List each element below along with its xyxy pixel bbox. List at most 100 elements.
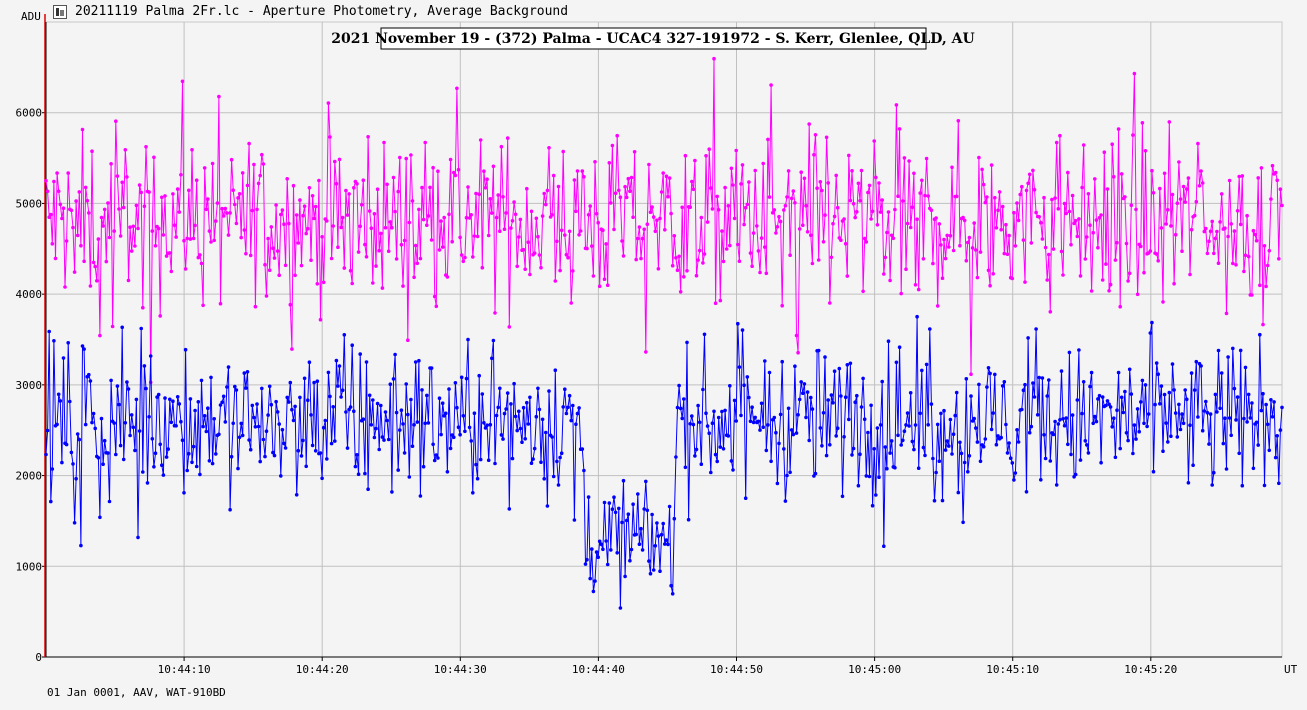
data-point	[962, 460, 967, 465]
data-point	[1216, 348, 1221, 353]
data-point	[628, 558, 632, 563]
data-point	[623, 184, 627, 189]
data-point	[1267, 248, 1272, 253]
data-point	[1080, 411, 1084, 416]
data-point	[1000, 384, 1005, 388]
data-point	[1259, 166, 1264, 170]
data-point	[777, 214, 781, 219]
data-point	[813, 471, 818, 476]
data-point	[866, 430, 870, 435]
data-point	[1181, 421, 1186, 426]
data-point	[377, 447, 382, 452]
data-point	[558, 268, 562, 273]
data-point	[932, 498, 937, 503]
y-tick-label: 3000	[16, 379, 43, 392]
data-point	[859, 168, 864, 173]
data-point	[531, 457, 535, 461]
data-point	[513, 212, 518, 217]
data-point	[1127, 271, 1132, 276]
data-point	[180, 79, 185, 84]
data-point	[355, 453, 359, 457]
data-point	[1088, 384, 1092, 389]
data-point	[697, 420, 702, 425]
data-point	[388, 220, 393, 224]
data-point	[72, 270, 77, 274]
data-point	[490, 211, 494, 215]
data-point	[507, 325, 512, 329]
data-point	[780, 359, 784, 364]
data-point	[1070, 413, 1075, 417]
data-point	[117, 207, 121, 211]
data-point	[1102, 150, 1107, 154]
data-point	[412, 423, 416, 427]
data-point	[1089, 370, 1094, 375]
data-point	[288, 380, 293, 385]
data-point	[618, 606, 623, 610]
data-point	[93, 264, 97, 269]
data-point	[1020, 407, 1024, 412]
chart-title-box: 2021 November 19 - (372) Palma - UCAC4 3…	[331, 27, 975, 50]
data-point	[939, 411, 943, 416]
data-point	[783, 203, 788, 208]
data-point	[372, 212, 377, 216]
data-point	[629, 175, 634, 180]
data-point	[302, 376, 307, 381]
data-point	[594, 550, 599, 554]
data-point	[412, 275, 416, 280]
data-point	[1146, 412, 1151, 416]
data-point	[1192, 388, 1197, 392]
data-point	[366, 487, 370, 492]
data-point	[169, 269, 174, 274]
data-point	[1170, 362, 1175, 366]
data-point	[737, 365, 742, 369]
data-point	[1169, 434, 1173, 439]
data-point	[924, 362, 929, 367]
data-point	[486, 458, 491, 463]
data-point	[1032, 187, 1037, 192]
data-point	[1166, 440, 1170, 444]
data-point	[1094, 218, 1099, 222]
data-point	[937, 222, 942, 226]
data-point	[1083, 439, 1088, 443]
data-point	[950, 452, 954, 456]
data-point	[1227, 178, 1232, 183]
data-point	[158, 442, 162, 447]
data-point	[615, 133, 619, 138]
data-point	[447, 212, 451, 217]
data-point	[1219, 192, 1224, 196]
data-point	[997, 190, 1002, 194]
data-point	[85, 198, 90, 203]
data-point	[870, 503, 875, 508]
data-point	[712, 409, 716, 414]
data-point	[577, 406, 581, 410]
data-point	[480, 392, 485, 396]
data-point	[545, 504, 550, 508]
data-point	[461, 414, 466, 418]
data-point	[245, 183, 250, 188]
data-point	[1224, 467, 1229, 471]
data-point	[253, 304, 258, 309]
data-point	[421, 217, 426, 222]
data-point	[75, 432, 80, 436]
data-point	[118, 234, 123, 238]
data-point	[264, 429, 269, 434]
data-point	[515, 428, 519, 433]
data-point	[517, 409, 521, 414]
data-point	[463, 255, 467, 260]
data-point	[940, 276, 945, 281]
data-point	[691, 187, 696, 192]
data-point	[214, 452, 218, 456]
data-point	[482, 169, 486, 173]
data-point	[95, 279, 99, 283]
data-point	[379, 231, 383, 236]
data-point	[736, 242, 740, 247]
data-point	[352, 409, 356, 414]
data-point	[136, 535, 140, 540]
data-point	[751, 231, 756, 235]
data-point	[306, 398, 310, 403]
data-point	[369, 423, 374, 427]
data-point	[991, 411, 995, 415]
data-point	[823, 355, 827, 359]
data-point	[1139, 400, 1143, 404]
x-tick-label: 10:44:10	[158, 663, 211, 676]
